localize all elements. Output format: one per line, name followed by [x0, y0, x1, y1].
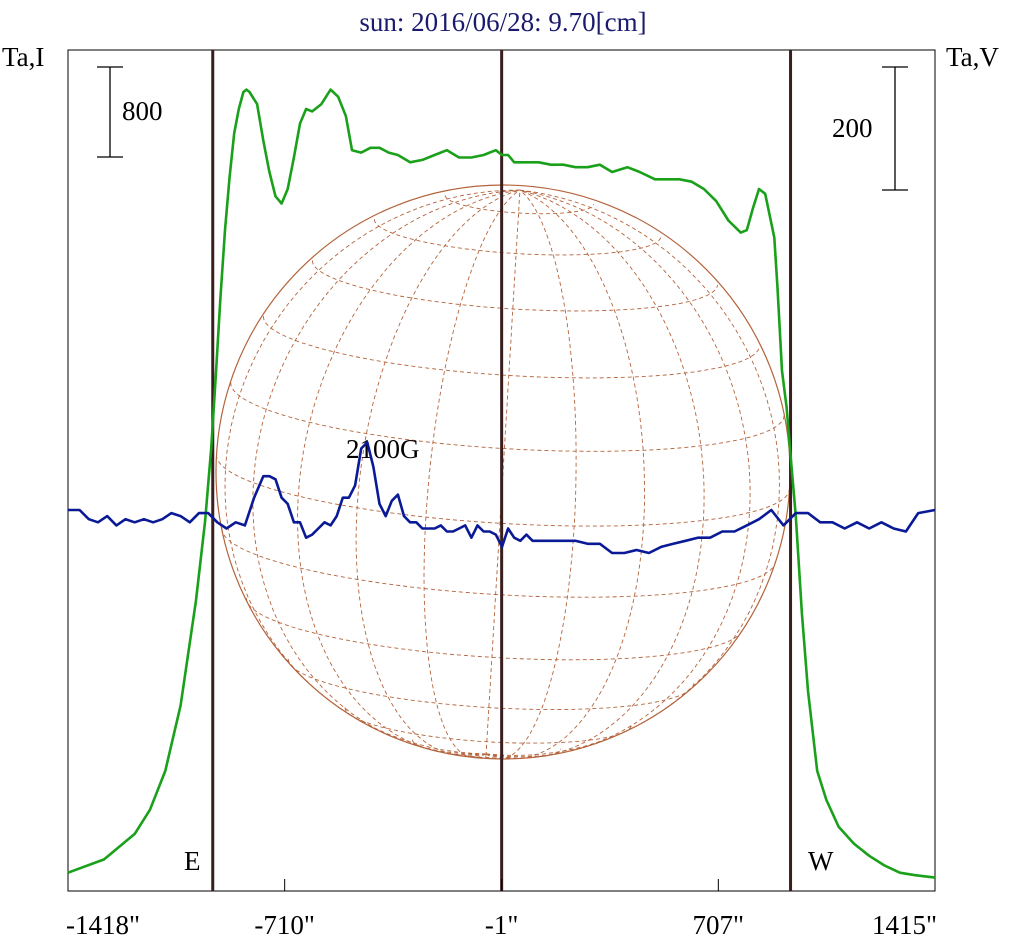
disk-meridian — [252, 189, 520, 755]
disk-parallel — [311, 260, 718, 312]
limb-lines — [211, 50, 793, 891]
magnetic-field-annotation: 2100G — [346, 434, 420, 464]
x-axis-ticks: -1418" -710" -1" 707" 1415" — [66, 879, 937, 940]
x-tick-label: 1415" — [872, 910, 937, 940]
disk-parallel — [344, 707, 633, 744]
x-tick-label: -1418" — [66, 910, 140, 940]
x-tick-label: 707" — [693, 910, 745, 940]
disk-parallel — [221, 528, 776, 598]
stokes-v-line — [68, 441, 936, 555]
intensity-scale-bar: 800 — [97, 66, 163, 158]
disk-meridian — [355, 189, 521, 757]
polarization-scale-label: 200 — [832, 113, 873, 143]
disk-parallel — [444, 195, 594, 215]
disk-parallel — [245, 597, 744, 661]
west-limb-label: W — [808, 846, 834, 876]
left-axis-label: Ta,I — [2, 42, 44, 72]
disk-parallel — [373, 219, 662, 256]
disk-parallel — [216, 454, 790, 527]
east-limb-label: E — [184, 846, 201, 876]
disk-meridian — [297, 189, 520, 756]
disk-meridian — [485, 189, 577, 760]
right-axis-label: Ta,V — [946, 42, 999, 72]
polarization-scale-bar: 200 — [832, 66, 908, 191]
chart-title: sun: 2016/06/28: 9.70[cm] — [359, 7, 646, 37]
disk-meridian — [486, 189, 751, 758]
series-lines — [67, 88, 936, 879]
disk-meridian — [224, 189, 520, 755]
disk-parallel — [262, 316, 761, 379]
stokes-i-line — [67, 88, 936, 879]
x-tick-label: -1" — [485, 910, 519, 940]
disk-parallel — [230, 382, 785, 452]
intensity-scale-label: 800 — [122, 96, 163, 126]
x-tick-label: -710" — [254, 910, 315, 940]
disk-parallel — [288, 659, 695, 711]
disk-meridian — [485, 189, 646, 760]
disk-meridian — [486, 189, 705, 759]
disk-meridian — [486, 189, 780, 756]
disk-parallel — [412, 739, 562, 759]
disk-meridian — [423, 189, 521, 758]
